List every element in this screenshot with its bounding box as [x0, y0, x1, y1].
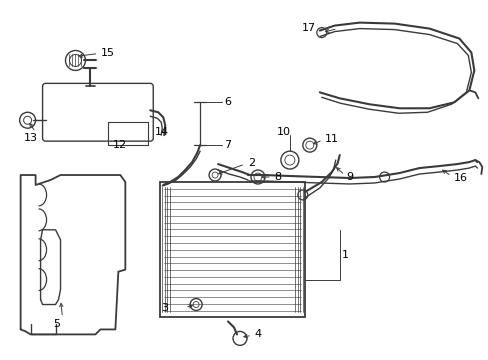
Text: 2: 2: [247, 158, 255, 168]
Text: 16: 16: [452, 173, 467, 183]
Text: 5: 5: [53, 319, 60, 329]
Text: 15: 15: [100, 49, 114, 58]
Text: 4: 4: [253, 329, 261, 339]
Text: 6: 6: [224, 97, 231, 107]
Text: 13: 13: [23, 133, 38, 143]
Text: 14: 14: [155, 127, 169, 137]
Text: 10: 10: [276, 127, 290, 137]
FancyBboxPatch shape: [42, 84, 153, 141]
Text: 9: 9: [346, 172, 353, 182]
Text: 12: 12: [113, 140, 127, 150]
Bar: [160, 182, 304, 318]
Text: 3: 3: [161, 302, 168, 312]
Text: 1: 1: [341, 250, 348, 260]
Text: 8: 8: [273, 172, 281, 182]
Text: 17: 17: [301, 23, 315, 33]
Text: 7: 7: [224, 140, 231, 150]
Text: 11: 11: [324, 134, 338, 144]
